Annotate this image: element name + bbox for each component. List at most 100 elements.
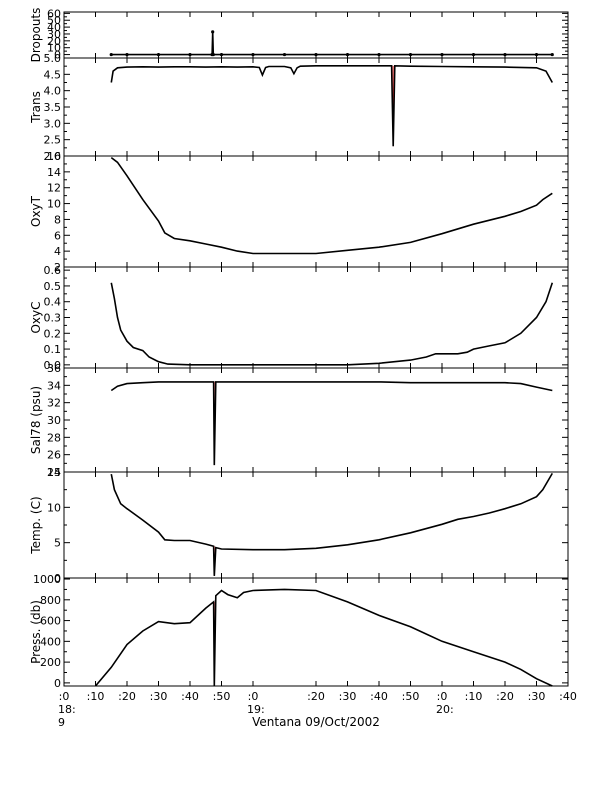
x-tick-label: :40 — [559, 690, 577, 703]
series-line-oxyc — [110, 282, 554, 366]
y-tick-label-sal78: 36 — [47, 362, 61, 375]
y-tick-label-sal78: 24 — [47, 466, 61, 479]
data-point-dropouts — [282, 52, 287, 57]
x-tick-label: :30 — [150, 690, 168, 703]
y-tick-label-press: 800 — [40, 594, 61, 607]
x-tick-label: :40 — [181, 690, 199, 703]
data-point-dropouts — [109, 52, 113, 57]
x-hour-label: 19: — [247, 703, 265, 716]
y-tick-label-trans: 2.5 — [44, 134, 62, 147]
data-point-dropouts — [534, 52, 539, 57]
panel-frame-dropouts — [63, 11, 569, 59]
y-tick-label-oxyc: 0.1 — [44, 343, 62, 356]
y-tick-label-oxyc: 0.5 — [44, 280, 62, 293]
y-tick-label-oxyc: 0.3 — [44, 312, 62, 325]
x-tick-label: :20 — [307, 690, 325, 703]
y-tick-label-dropouts: 20 — [47, 35, 61, 48]
y-tick-label-temp: 0 — [54, 572, 61, 585]
x-tick-label: :50 — [213, 690, 231, 703]
x-tick-label: :40 — [370, 690, 388, 703]
y-tick-label-oxyc: 0.6 — [44, 264, 62, 277]
y-tick-label-press: 0 — [54, 677, 61, 690]
x-tick-label: :30 — [528, 690, 546, 703]
y-tick-label-oxyc: 0.4 — [44, 296, 62, 309]
data-point-dropouts — [440, 52, 444, 57]
y-tick-label-oxyt: 2 — [54, 261, 61, 274]
y-tick-label-press: 400 — [40, 635, 61, 648]
data-point-dropouts — [211, 30, 215, 34]
data-point-dropouts — [156, 52, 161, 57]
data-point-dropouts — [219, 52, 224, 57]
y-tick-label-sal78: 26 — [47, 449, 61, 462]
y-axis-label-dropouts: Dropouts — [29, 8, 43, 63]
y-axis-label-oxyt: OxyT — [29, 195, 43, 227]
x-hour-label: 20: — [436, 703, 454, 716]
x-tick-label: :20 — [496, 690, 514, 703]
x-tick-label: :20 — [118, 690, 136, 703]
y-tick-label-press: 600 — [40, 615, 61, 628]
series-line-oxyt — [110, 156, 553, 255]
series-line-dropouts — [111, 31, 553, 56]
y-tick-label-oxyt: 10 — [47, 198, 61, 211]
y-tick-label-trans: 2.0 — [44, 150, 62, 163]
y-axis-label-press: Press. (db) — [29, 600, 43, 664]
panel-frame-temp — [63, 471, 569, 579]
y-axis-label-oxyc: OxyC — [29, 301, 43, 333]
y-tick-label-oxyt: 12 — [47, 182, 61, 195]
x-hour-label: 18: — [58, 703, 76, 716]
series-line-temp — [110, 472, 553, 576]
x-tick-label: :0 — [59, 690, 70, 703]
data-point-dropouts — [471, 52, 476, 57]
x-tick-label: :30 — [339, 690, 357, 703]
y-axis-label-sal78: Sal78 (psu) — [29, 386, 43, 454]
y-tick-label-temp: 10 — [47, 501, 61, 514]
y-tick-label-dropouts: 50 — [47, 14, 61, 27]
x-sub-label: 9 — [58, 716, 65, 729]
y-axis-label-trans: Trans — [29, 91, 43, 124]
y-tick-label-dropouts: 40 — [47, 21, 61, 34]
panel-frame-trans — [63, 57, 569, 157]
y-tick-label-oxyt: 14 — [47, 166, 61, 179]
x-axis-label: Ventana 09/Oct/2002 — [252, 715, 380, 729]
y-tick-label-dropouts: 60 — [47, 7, 61, 20]
x-tick-label: :10 — [465, 690, 483, 703]
y-tick-label-oxyt: 6 — [54, 229, 61, 242]
data-point-dropouts — [125, 52, 129, 57]
x-tick-label: :0 — [248, 690, 259, 703]
data-point-dropouts — [314, 52, 318, 57]
y-tick-label-trans: 5.0 — [44, 52, 62, 65]
y-tick-label-sal78: 28 — [47, 431, 61, 444]
data-point-dropouts — [188, 52, 192, 57]
y-tick-label-sal78: 34 — [47, 379, 61, 392]
series-line-press — [94, 588, 553, 687]
y-tick-label-oxyt: 4 — [54, 245, 61, 258]
y-tick-label-press: 1000 — [33, 573, 61, 586]
series-line-trans — [110, 64, 554, 147]
y-tick-label-sal78: 32 — [47, 397, 61, 410]
y-tick-label-temp: 5 — [54, 537, 61, 550]
data-point-dropouts — [503, 52, 507, 57]
data-point-dropouts — [345, 52, 350, 57]
y-tick-label-trans: 4.5 — [44, 68, 62, 81]
panel-frame-oxyt — [63, 155, 569, 268]
panel-frame-oxyc — [63, 266, 569, 369]
y-tick-label-temp: 15 — [47, 466, 61, 479]
x-tick-label: :10 — [87, 690, 105, 703]
x-tick-label: :0 — [437, 690, 448, 703]
data-point-dropouts — [251, 52, 255, 57]
y-tick-label-dropouts: 30 — [47, 28, 61, 41]
panel-frame-press — [63, 577, 569, 687]
data-point-dropouts — [408, 52, 413, 57]
y-tick-label-oxyc: 0.2 — [44, 327, 62, 340]
y-tick-label-dropouts: 0 — [54, 49, 61, 62]
y-tick-label-trans: 3.0 — [44, 117, 62, 130]
y-tick-label-oxyt: 16 — [47, 150, 61, 163]
y-tick-label-trans: 4.0 — [44, 85, 62, 98]
y-tick-label-press: 200 — [40, 656, 61, 669]
y-tick-label-dropouts: 10 — [47, 42, 61, 55]
y-tick-label-oxyc: 0.0 — [44, 359, 62, 372]
y-tick-label-sal78: 30 — [47, 414, 61, 427]
series-line-sal78 — [110, 381, 553, 466]
